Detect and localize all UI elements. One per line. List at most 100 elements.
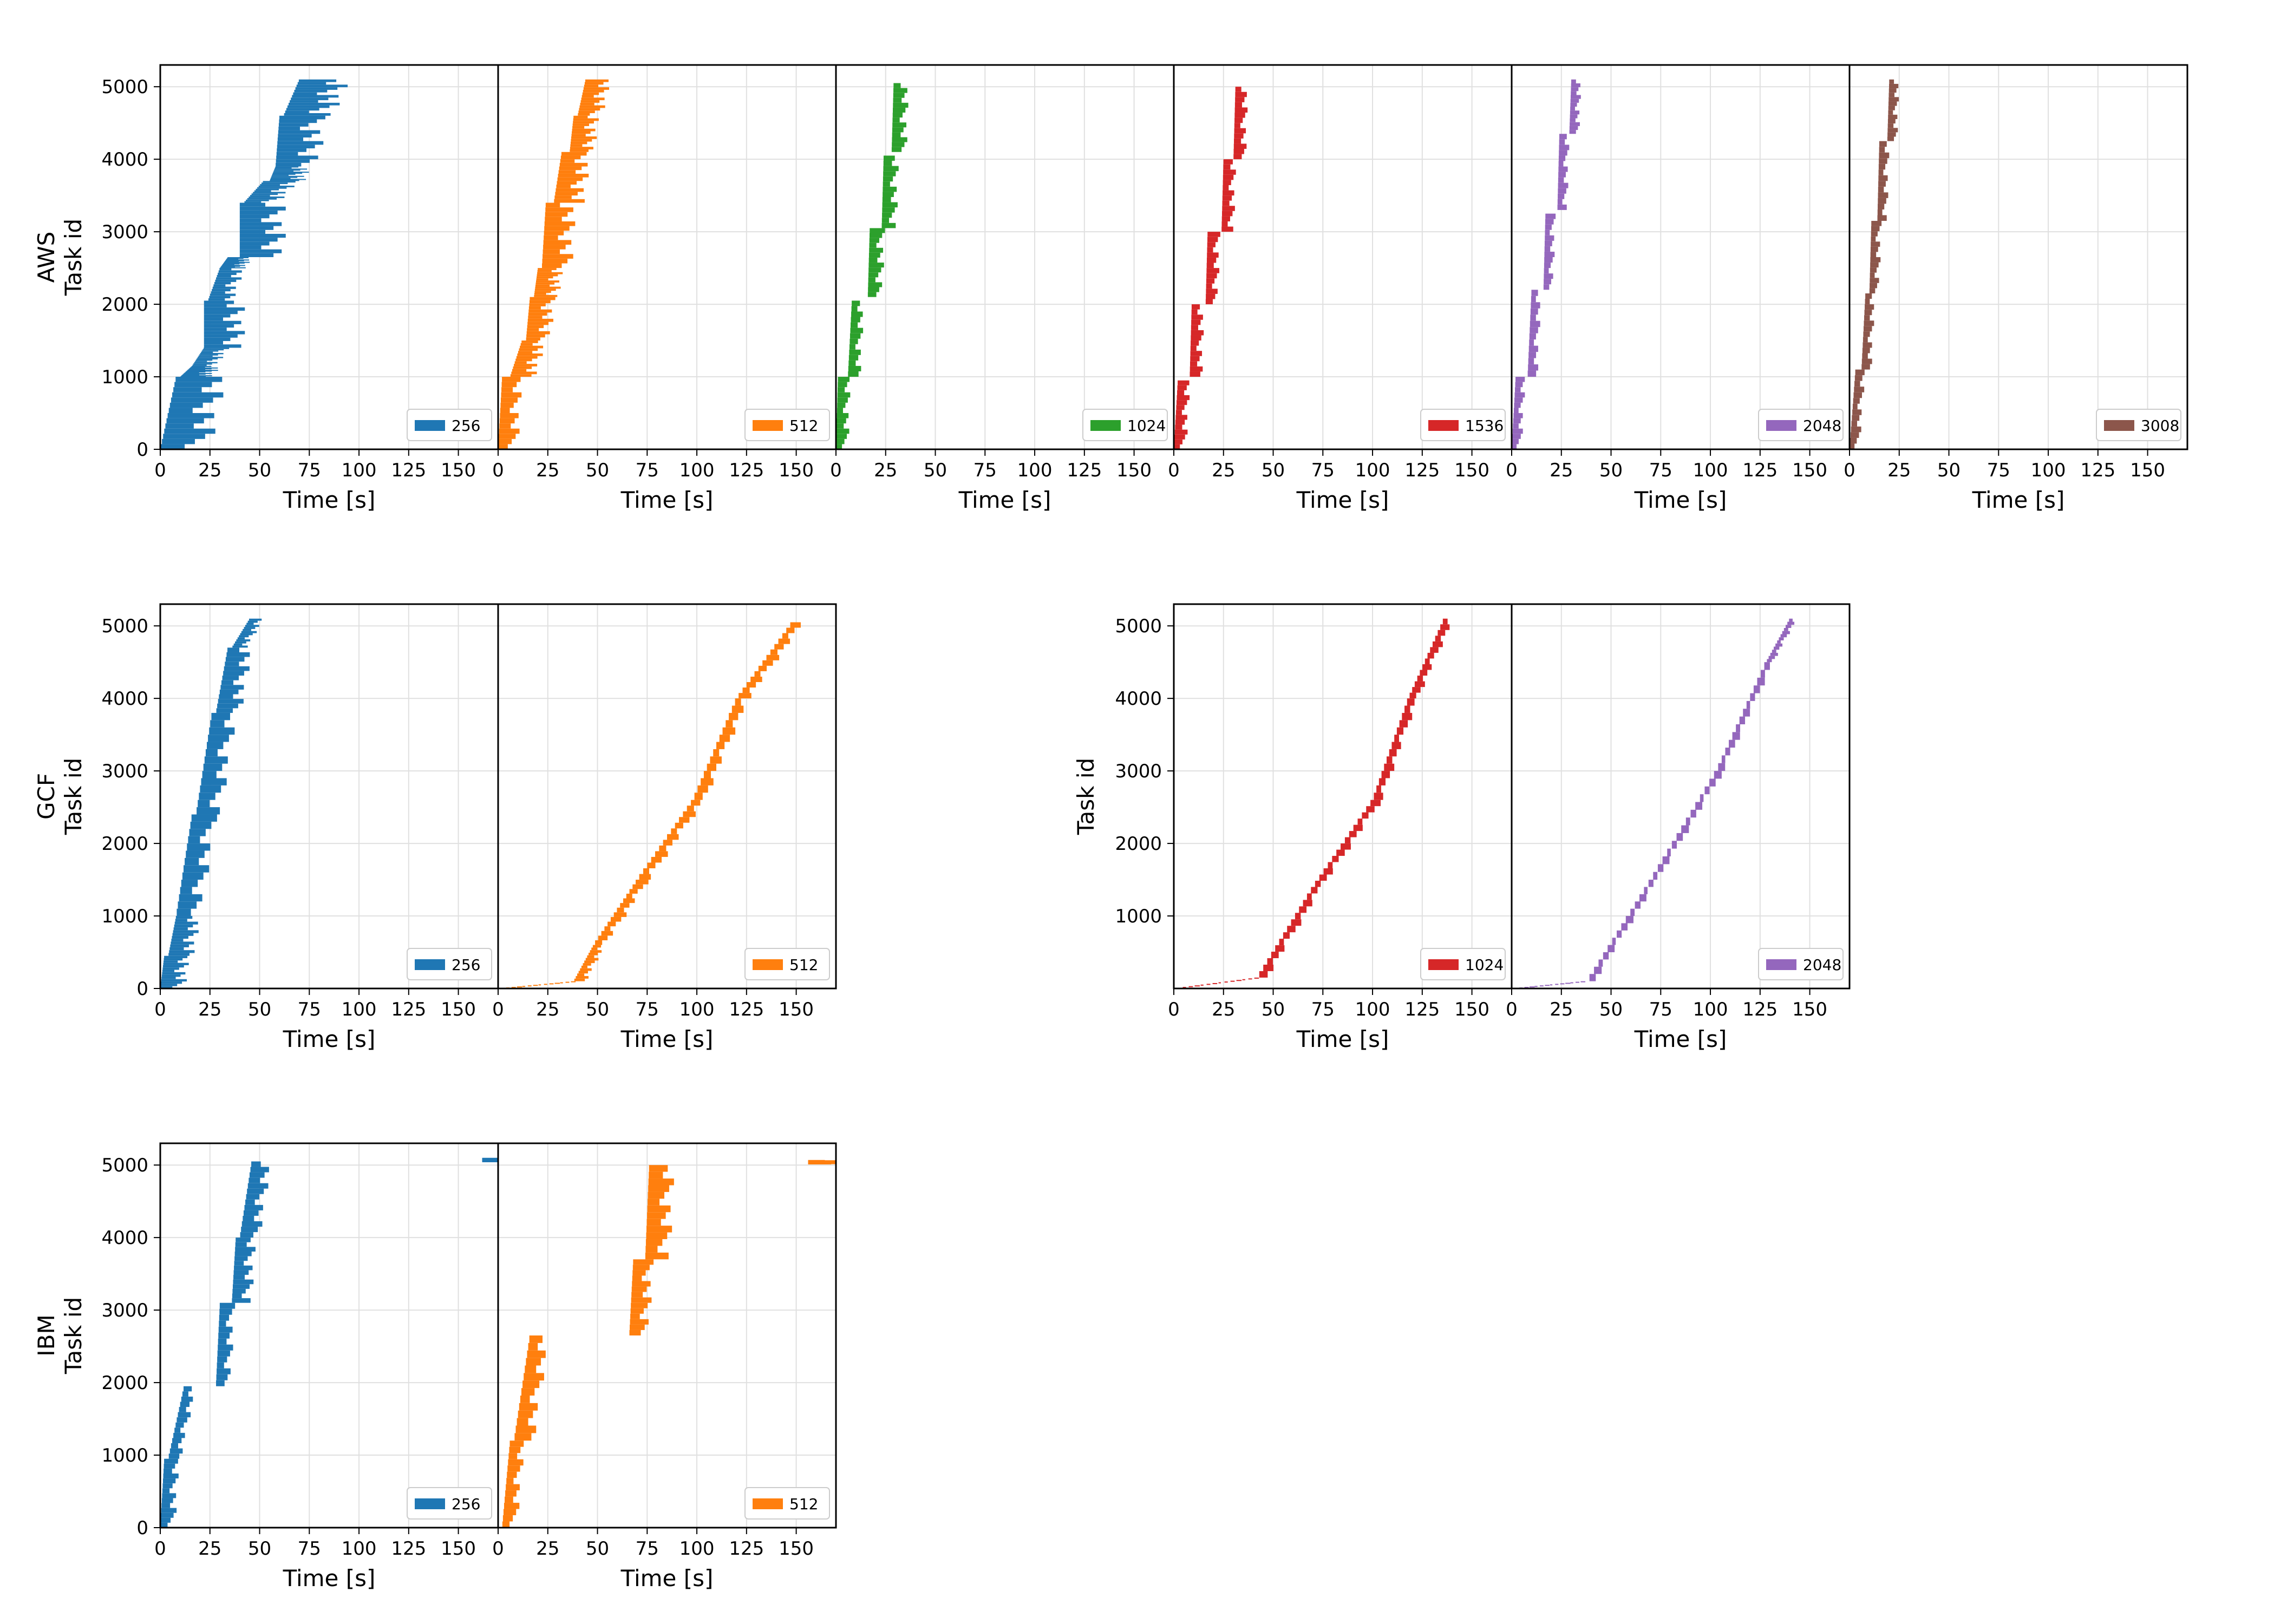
task-bar — [578, 113, 590, 116]
x-tick-label: 150 — [1116, 460, 1152, 481]
task-bar — [1194, 985, 1200, 987]
task-bar — [1206, 278, 1215, 284]
task-bar — [203, 348, 230, 349]
task-bar — [249, 197, 285, 198]
task-bar — [239, 226, 274, 230]
task-bar — [1855, 369, 1865, 376]
task-bar — [1865, 293, 1872, 299]
task-bar — [868, 282, 883, 287]
x-tick-label: 0 — [154, 460, 166, 481]
x-axis-label: Time [s] — [283, 487, 376, 513]
task-bar — [239, 249, 282, 253]
task-bar — [202, 349, 224, 351]
task-bar — [851, 322, 858, 328]
task-bar — [1175, 410, 1182, 415]
x-tick-label: 125 — [1404, 999, 1440, 1020]
y-axis-label: Task id — [1073, 758, 1099, 835]
task-bar — [1662, 856, 1670, 865]
task-bar — [162, 972, 186, 975]
task-bar — [236, 1237, 251, 1242]
task-bar — [1718, 763, 1726, 771]
x-tick-label: 100 — [1355, 460, 1390, 481]
task-bar — [246, 1194, 259, 1200]
task-bar — [1267, 958, 1273, 965]
panel-IBM-256: 0 25 50 75 100 125 150 Time [s] 256 0 1000 2000 3000… — [101, 1142, 499, 1592]
task-bar — [1206, 293, 1216, 299]
task-bar — [1782, 631, 1790, 634]
y-tick-label: 3000 — [1115, 761, 1162, 782]
task-bar — [169, 402, 203, 408]
task-bar — [195, 359, 213, 361]
legend-box — [1420, 409, 1506, 441]
x-tick-label: 50 — [586, 1538, 609, 1560]
task-bar — [227, 258, 244, 259]
task-bar — [526, 334, 545, 338]
task-bar — [1206, 283, 1212, 289]
task-bar — [162, 1483, 173, 1489]
task-bar — [204, 304, 227, 307]
task-bar — [178, 1412, 191, 1418]
legend-box — [744, 1487, 830, 1520]
task-bar — [204, 307, 245, 311]
task-bar — [1770, 652, 1778, 656]
task-bar — [1852, 409, 1862, 415]
task-bar — [233, 1279, 254, 1285]
task-bar — [579, 108, 600, 111]
panel-frame — [835, 64, 1175, 450]
task-bar — [1299, 906, 1307, 913]
task-bar — [239, 635, 249, 638]
task-bar — [697, 785, 708, 793]
task-bar — [1513, 408, 1519, 414]
task-bar — [1341, 843, 1351, 850]
task-bar — [250, 1167, 269, 1173]
task-bar — [519, 348, 538, 351]
task-bar — [184, 372, 212, 374]
task-bar — [1639, 894, 1646, 902]
task-bar — [273, 172, 309, 173]
task-bar — [1234, 123, 1240, 128]
task-bar — [1357, 818, 1363, 825]
legend-swatch — [753, 420, 783, 431]
task-bar — [297, 82, 326, 85]
legend-box — [407, 409, 492, 441]
legend-box — [407, 948, 492, 980]
task-bar — [601, 931, 613, 936]
task-bar — [1221, 226, 1233, 232]
x-tick-label: 100 — [342, 460, 377, 481]
task-bar — [533, 985, 538, 986]
task-bar — [482, 1157, 498, 1159]
task-bar — [520, 343, 533, 346]
task-bar — [1175, 415, 1187, 420]
task-bar — [174, 921, 198, 925]
task-bar — [1332, 856, 1339, 862]
task-bar — [648, 1185, 669, 1192]
task-bar — [1570, 122, 1580, 126]
task-bar — [285, 110, 309, 113]
task-bar — [1235, 91, 1247, 97]
task-bar — [544, 984, 547, 985]
task-bar — [544, 231, 564, 235]
task-bar — [219, 1320, 226, 1327]
legend-label: 256 — [452, 417, 480, 435]
task-bar — [1223, 164, 1231, 170]
x-tick-label: 75 — [1311, 999, 1335, 1020]
task-bar — [1175, 424, 1182, 430]
task-bar — [545, 207, 573, 212]
task-bar — [1191, 304, 1200, 310]
task-bar — [583, 89, 604, 93]
task-bar — [212, 286, 236, 289]
task-bar — [191, 365, 212, 367]
legend-box — [1758, 948, 1844, 980]
task-bar — [192, 364, 207, 366]
task-bar — [1612, 938, 1616, 945]
task-bar — [189, 368, 212, 370]
x-tick-label: 125 — [729, 460, 764, 481]
task-bar — [893, 88, 907, 93]
task-bar — [837, 392, 851, 398]
task-bar — [1513, 423, 1519, 429]
task-bar — [1528, 364, 1539, 371]
task-bar — [851, 306, 858, 312]
task-bar — [1704, 786, 1710, 795]
task-bar — [1545, 235, 1554, 241]
